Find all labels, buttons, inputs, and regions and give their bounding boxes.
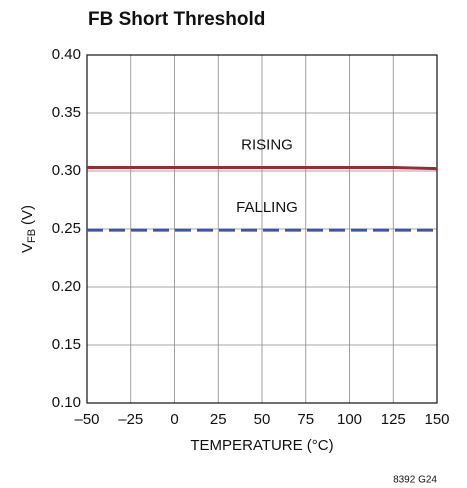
x-tick-label: 100 [337, 411, 362, 428]
x-tick-label: 125 [381, 411, 406, 428]
y-label-sub: FB [26, 229, 38, 243]
series-label: FALLING [236, 199, 298, 216]
x-axis-label: TEMPERATURE (°C) [190, 437, 333, 454]
x-tick-label: 75 [297, 411, 314, 428]
x-tick-label: 50 [254, 411, 271, 428]
x-tick-label: –50 [74, 411, 99, 428]
y-tick-label: 0.40 [52, 46, 81, 63]
x-tick-label: 25 [210, 411, 227, 428]
footnote: 8392 G24 [393, 475, 437, 486]
y-tick-label: 0.25 [52, 220, 81, 237]
y-label-unit: (V) [19, 205, 36, 225]
series-line [87, 166, 438, 171]
y-tick-label: 0.35 [52, 104, 81, 121]
y-label-main: V [19, 243, 36, 253]
y-tick-label: 0.10 [52, 394, 81, 411]
y-tick-label: 0.15 [52, 336, 81, 353]
chart-title: FB Short Threshold [88, 9, 265, 30]
x-tick-label: –25 [118, 411, 143, 428]
y-tick-label: 0.30 [52, 162, 81, 179]
x-tick-label: 150 [424, 411, 449, 428]
x-tick-label: 0 [170, 411, 178, 428]
y-tick-label: 0.20 [52, 278, 81, 295]
series-label: RISING [241, 136, 293, 153]
y-axis-label: VFB (V) [19, 205, 38, 253]
